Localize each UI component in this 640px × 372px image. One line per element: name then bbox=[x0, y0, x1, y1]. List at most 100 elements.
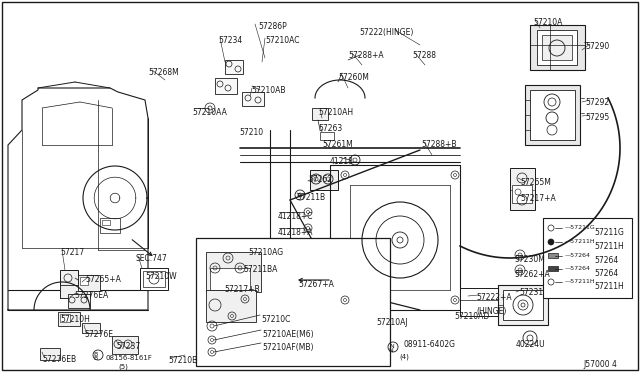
Text: 08156-8161F: 08156-8161F bbox=[106, 355, 153, 361]
Bar bbox=[242, 92, 264, 106]
Text: 57276E: 57276E bbox=[84, 330, 113, 339]
Text: 57288+B: 57288+B bbox=[421, 140, 456, 149]
Text: 57265M: 57265M bbox=[520, 178, 551, 187]
Bar bbox=[460, 288, 502, 316]
Bar bbox=[530, 90, 575, 140]
Text: 57292: 57292 bbox=[585, 98, 609, 107]
Text: 57263: 57263 bbox=[318, 124, 342, 133]
Text: 57262+A: 57262+A bbox=[514, 270, 550, 279]
Text: 57231: 57231 bbox=[519, 288, 543, 297]
Text: 57210A: 57210A bbox=[533, 18, 563, 27]
Text: 57217: 57217 bbox=[60, 248, 84, 257]
Text: 57210AJ: 57210AJ bbox=[376, 318, 408, 327]
Text: —57211H: —57211H bbox=[565, 239, 596, 244]
Text: 57217+B: 57217+B bbox=[224, 285, 260, 294]
Text: (5): (5) bbox=[118, 364, 128, 371]
Text: 57222+A: 57222+A bbox=[476, 293, 511, 302]
Text: 57211B: 57211B bbox=[296, 193, 325, 202]
Bar bbox=[537, 30, 577, 65]
Text: 08911-6402G: 08911-6402G bbox=[404, 340, 456, 349]
Bar bbox=[498, 285, 548, 325]
Text: J57000 4: J57000 4 bbox=[583, 360, 617, 369]
Text: 57268M: 57268M bbox=[148, 68, 179, 77]
Text: 57210AG: 57210AG bbox=[248, 248, 283, 257]
Text: 57210AD: 57210AD bbox=[454, 312, 489, 321]
Text: 57234: 57234 bbox=[218, 36, 243, 45]
Text: 41218: 41218 bbox=[330, 157, 354, 166]
Text: 57222(HINGE): 57222(HINGE) bbox=[359, 28, 413, 37]
Bar bbox=[206, 252, 261, 292]
Text: (4): (4) bbox=[399, 354, 409, 360]
Text: 57286P: 57286P bbox=[258, 22, 287, 31]
Bar bbox=[503, 290, 543, 320]
Bar bbox=[210, 268, 250, 290]
Bar bbox=[100, 218, 120, 233]
Text: —57264: —57264 bbox=[565, 253, 591, 258]
Text: 57276EB: 57276EB bbox=[42, 355, 76, 364]
Text: 57288: 57288 bbox=[412, 51, 436, 60]
Text: 57264: 57264 bbox=[594, 269, 618, 278]
Text: 57230M: 57230M bbox=[514, 255, 545, 264]
Text: 57267+A: 57267+A bbox=[298, 280, 334, 289]
Text: 57210AB: 57210AB bbox=[251, 86, 285, 95]
Text: N: N bbox=[388, 347, 394, 353]
Bar bbox=[548, 253, 558, 258]
Bar bbox=[312, 108, 328, 120]
Text: 41218+A: 41218+A bbox=[278, 228, 314, 237]
Bar bbox=[548, 266, 558, 271]
Bar bbox=[60, 270, 78, 298]
Bar bbox=[510, 168, 535, 210]
Text: B: B bbox=[94, 356, 98, 360]
Text: 57210: 57210 bbox=[239, 128, 263, 137]
Bar bbox=[82, 323, 100, 333]
Text: 57288+A: 57288+A bbox=[348, 51, 383, 60]
Bar bbox=[525, 85, 580, 145]
Bar bbox=[320, 132, 334, 140]
Bar bbox=[80, 277, 88, 285]
Text: 40224U: 40224U bbox=[516, 340, 546, 349]
Bar bbox=[78, 275, 100, 291]
Text: 57210AH: 57210AH bbox=[318, 108, 353, 117]
Bar bbox=[196, 238, 390, 366]
Text: —57264: —57264 bbox=[565, 266, 591, 271]
Text: (HINGE): (HINGE) bbox=[476, 307, 506, 316]
Text: 57265+A: 57265+A bbox=[85, 275, 121, 284]
Text: 57211H: 57211H bbox=[594, 242, 624, 251]
Text: —57211G: —57211G bbox=[565, 225, 596, 230]
Text: B: B bbox=[93, 352, 97, 357]
Bar bbox=[143, 271, 165, 287]
Bar bbox=[112, 336, 138, 354]
Text: 57217+A: 57217+A bbox=[520, 194, 556, 203]
Bar bbox=[310, 170, 338, 190]
Bar bbox=[58, 312, 80, 326]
Text: 57211BA: 57211BA bbox=[243, 265, 277, 274]
Text: 57264: 57264 bbox=[594, 256, 618, 265]
Text: 57276EA: 57276EA bbox=[74, 291, 108, 300]
Text: 57260M: 57260M bbox=[338, 73, 369, 82]
Bar bbox=[40, 348, 60, 360]
Text: 57210W: 57210W bbox=[145, 272, 177, 281]
Bar bbox=[512, 185, 532, 203]
Bar bbox=[542, 35, 572, 60]
Text: 57210AA: 57210AA bbox=[192, 108, 227, 117]
Text: 57262: 57262 bbox=[308, 175, 332, 184]
Text: 57211G: 57211G bbox=[594, 228, 624, 237]
Text: 41218+C: 41218+C bbox=[278, 212, 314, 221]
Text: 57210C: 57210C bbox=[261, 315, 291, 324]
Bar bbox=[60, 285, 90, 298]
Text: 57210AC: 57210AC bbox=[265, 36, 300, 45]
Circle shape bbox=[548, 239, 554, 245]
Text: 57237: 57237 bbox=[116, 342, 140, 351]
Text: 57210AE(M6): 57210AE(M6) bbox=[262, 330, 314, 339]
Text: 57295: 57295 bbox=[585, 113, 609, 122]
Text: 57210B: 57210B bbox=[168, 356, 197, 365]
Bar bbox=[225, 60, 243, 74]
Bar bbox=[68, 294, 90, 308]
Bar bbox=[60, 314, 70, 322]
Text: 57211H: 57211H bbox=[594, 282, 624, 291]
Text: N: N bbox=[390, 344, 394, 349]
Bar bbox=[215, 78, 237, 94]
Bar bbox=[140, 268, 168, 290]
Bar bbox=[543, 218, 632, 298]
Text: 57290: 57290 bbox=[585, 42, 609, 51]
